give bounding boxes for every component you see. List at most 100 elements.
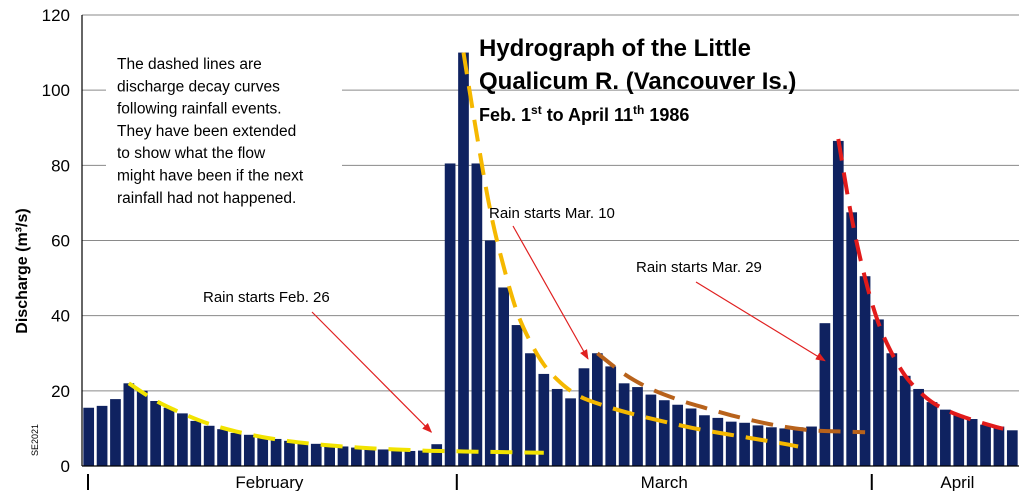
rain-annotation-arrow <box>311 311 433 433</box>
discharge-bar <box>471 163 483 466</box>
discharge-bar <box>712 417 724 466</box>
note-line: might have been if the next <box>117 168 304 185</box>
discharge-bar <box>484 240 496 466</box>
discharge-bar <box>940 409 951 466</box>
y-tick-label: 100 <box>42 81 70 100</box>
discharge-bar <box>551 388 563 466</box>
subtitle-suffix: 1986 <box>644 105 689 125</box>
decay-curve <box>836 138 1013 433</box>
discharge-bar <box>725 421 737 466</box>
discharge-bar <box>431 444 443 466</box>
note-line: The dashed lines are <box>117 56 262 73</box>
discharge-bar <box>886 353 898 466</box>
discharge-bar <box>873 319 884 466</box>
discharge-bar <box>297 442 309 466</box>
note-line: discharge decay curves <box>117 78 280 95</box>
note-line: rainfall had not happened. <box>117 190 296 207</box>
chart-title-line1: Hydrograph of the Little <box>479 35 751 62</box>
discharge-bar <box>284 440 295 466</box>
discharge-bar <box>953 415 965 466</box>
explanatory-note: The dashed lines are discharge decay curv… <box>106 49 342 215</box>
discharge-bar <box>217 429 228 466</box>
discharge-bar <box>110 399 121 466</box>
discharge-bar <box>190 420 202 466</box>
discharge-bar <box>980 424 991 466</box>
discharge-bar <box>270 438 282 466</box>
discharge-bar <box>444 163 456 466</box>
discharge-bar <box>136 390 148 466</box>
y-tick-label: 40 <box>51 307 70 326</box>
discharge-bar <box>685 408 697 466</box>
discharge-bar <box>645 394 657 466</box>
y-tick-label: 20 <box>51 382 70 401</box>
discharge-bar <box>458 52 469 466</box>
discharge-bar <box>699 415 710 466</box>
discharge-bar <box>792 427 804 466</box>
discharge-bar <box>658 400 670 466</box>
chart-title-line2: Qualicum R. (Vancouver Is.) <box>479 68 796 95</box>
discharge-bar <box>672 404 684 466</box>
discharge-bar <box>859 276 871 466</box>
discharge-bar <box>404 450 416 466</box>
discharge-bars <box>83 52 1018 466</box>
decay-curves <box>127 52 1013 455</box>
discharge-bar <box>618 383 630 466</box>
discharge-bar <box>819 323 831 466</box>
discharge-bar <box>351 447 362 466</box>
discharge-bar <box>498 287 510 466</box>
subtitle-middle: to April 11 <box>542 105 633 125</box>
discharge-bar <box>150 400 161 466</box>
decay-curve <box>596 351 866 435</box>
discharge-bar <box>310 443 322 466</box>
subtitle-sup2: th <box>633 103 644 117</box>
discharge-bar <box>525 353 536 466</box>
discharge-bar <box>632 387 643 466</box>
y-tick-label: 80 <box>51 156 70 175</box>
discharge-bar <box>83 407 95 466</box>
discharge-bar <box>739 422 750 466</box>
y-tick-label: 0 <box>61 457 70 476</box>
rain-annotation-text: Rain starts Mar. 29 <box>636 259 762 276</box>
chart-subtitle: Feb. 1st to April 11th 1986 <box>479 103 689 125</box>
discharge-bar <box>766 427 777 466</box>
note-line: They have been extended <box>117 123 296 140</box>
discharge-bar <box>417 450 429 466</box>
discharge-bar <box>203 425 215 466</box>
discharge-bar <box>926 402 938 466</box>
y-tick-label: 120 <box>42 6 70 25</box>
discharge-bar <box>806 426 817 466</box>
discharge-bar <box>846 212 858 466</box>
note-background <box>106 49 342 215</box>
discharge-bar <box>578 368 590 466</box>
discharge-bar <box>243 434 255 466</box>
y-tick-labels: 0 20 40 60 80 100 120 <box>42 6 70 476</box>
discharge-bar <box>565 398 576 466</box>
discharge-bar <box>391 450 402 466</box>
rain-annotations: Rain starts Feb. 26 Rain starts Mar. 10 Ra… <box>203 205 826 433</box>
decay-curve <box>461 52 799 449</box>
rain-annotation-text: Rain starts Mar. 10 <box>489 205 615 222</box>
discharge-bar <box>96 405 108 466</box>
discharge-bar <box>1006 430 1018 466</box>
discharge-bar <box>511 325 523 466</box>
note-line: following rainfall events. <box>117 101 282 118</box>
discharge-bar <box>177 413 188 466</box>
credit-text: SE2021 <box>30 424 40 456</box>
discharge-bar <box>913 388 924 466</box>
discharge-bar <box>337 446 349 466</box>
y-tick-label: 60 <box>51 232 70 251</box>
decay-curve <box>127 381 544 455</box>
discharge-bar <box>230 432 242 466</box>
discharge-bar <box>605 366 617 466</box>
discharge-bar <box>591 353 603 466</box>
discharge-bar <box>538 373 550 466</box>
discharge-bar <box>779 428 791 466</box>
month-label: February <box>235 473 304 491</box>
discharge-bar <box>966 419 978 466</box>
discharge-bar <box>899 375 911 466</box>
discharge-bar <box>832 140 844 466</box>
discharge-bar <box>993 426 1005 466</box>
month-labels: February March April <box>87 473 974 491</box>
axes <box>81 15 1019 467</box>
